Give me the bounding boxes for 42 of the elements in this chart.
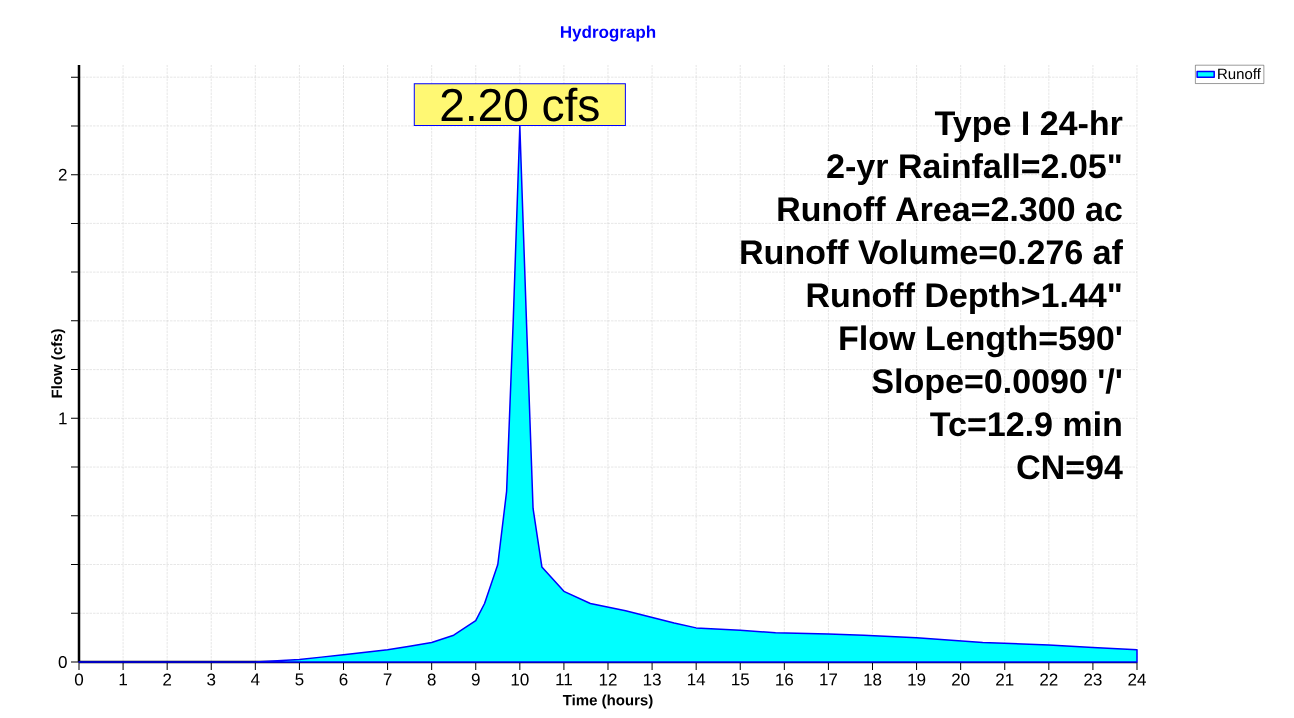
annotation: Slope=0.0090 '/' (872, 368, 1122, 401)
x-tick-label: 12 (599, 673, 617, 686)
x-tick-label: 17 (820, 673, 837, 686)
annotation: Runoff Depth>1.44" (807, 282, 1121, 315)
x-tick-label: 16 (776, 673, 794, 686)
x-tick-label: 24 (1128, 673, 1146, 686)
x-tick-label: 0 (74, 673, 84, 686)
annotation: Flow Length=590' (840, 325, 1122, 358)
x-tick-label: 23 (1084, 673, 1102, 686)
x-tick-label: 18 (864, 673, 882, 686)
x-tick-label: 11 (556, 673, 572, 686)
annotation: Tc=12.9 min (930, 411, 1121, 437)
x-tick-label: 2 (163, 673, 172, 686)
x-tick-label: 19 (908, 673, 926, 686)
x-tick-label: 3 (207, 673, 216, 686)
x-tick-label: 22 (1040, 673, 1058, 686)
annotation: CN=94 (1017, 455, 1123, 480)
x-tick-label: 21 (996, 673, 1014, 686)
x-tick-label: 10 (511, 673, 529, 686)
annotation: Runoff Volume=0.276 af (741, 239, 1123, 265)
x-tick-label: 7 (383, 673, 392, 686)
x-tick-label: 9 (471, 673, 480, 686)
annotation: Type I 24-hr (934, 110, 1123, 143)
x-tick-label: 6 (339, 673, 348, 686)
y-tick-label: 0 (58, 655, 67, 669)
x-tick-label: 1 (119, 673, 127, 686)
x-axis-title: Time (hours) (562, 694, 653, 709)
chart-title: Hydrograph (560, 25, 656, 42)
annotation: 2.20 cfs (441, 87, 599, 122)
y-tick-label: 2 (58, 168, 67, 181)
x-tick-label: 5 (295, 673, 304, 686)
x-tick-label: 14 (688, 673, 706, 686)
x-tick-label: 13 (643, 673, 661, 686)
legend-label: Runoff (1218, 68, 1261, 80)
x-tick-label: 20 (952, 673, 970, 686)
annotation: Runoff Area=2.300 ac (778, 196, 1122, 222)
x-tick-label: 4 (251, 673, 260, 686)
annotation: 2-yr Rainfall=2.05" (827, 153, 1121, 186)
y-axis-title: Flow (cfs) (51, 329, 66, 398)
y-tick-label: 1 (59, 412, 67, 425)
x-tick-label: 8 (427, 673, 436, 686)
x-tick-label: 15 (732, 673, 749, 686)
